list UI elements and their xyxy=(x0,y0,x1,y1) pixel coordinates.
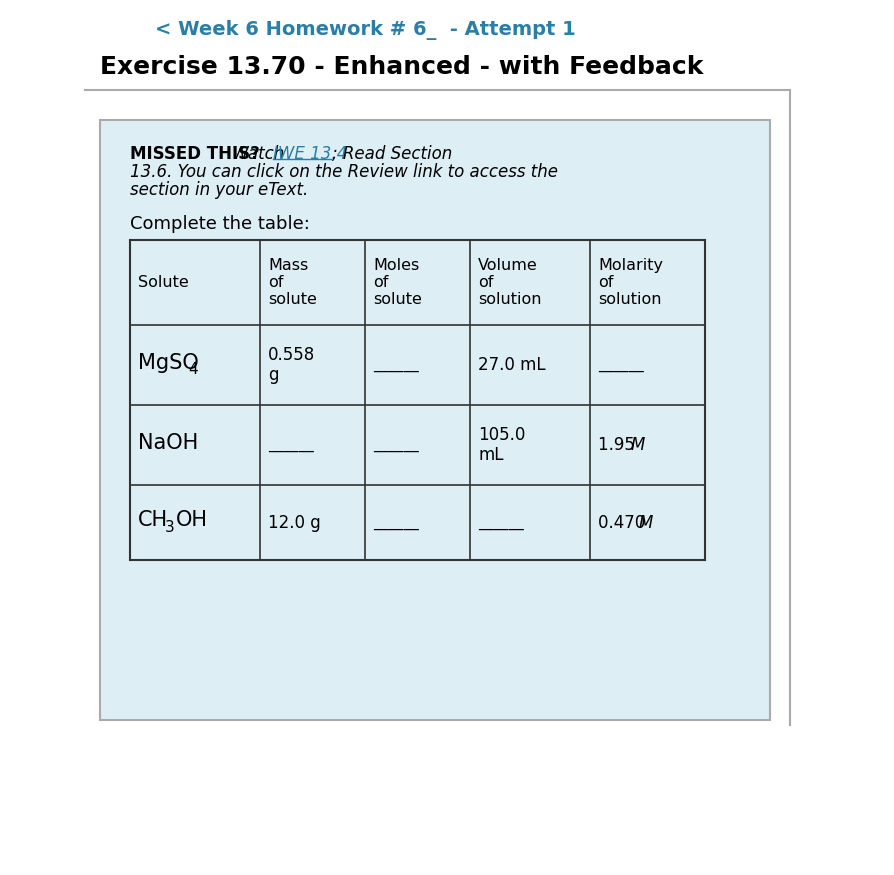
Text: CH: CH xyxy=(138,510,168,530)
Text: NaOH: NaOH xyxy=(138,433,198,453)
Text: ______: ______ xyxy=(268,438,314,452)
Text: MgSO: MgSO xyxy=(138,353,198,373)
Text: Molarity
of
solution: Molarity of solution xyxy=(598,257,663,307)
Text: ______: ______ xyxy=(373,358,418,373)
Text: ______: ______ xyxy=(373,438,418,452)
Text: < Week 6 Homework # 6_  - Attempt 1: < Week 6 Homework # 6_ - Attempt 1 xyxy=(155,20,576,40)
Text: Solute: Solute xyxy=(138,275,189,290)
Text: 13.6. You can click on the Review link to access the: 13.6. You can click on the Review link t… xyxy=(130,163,558,181)
Text: 1.95: 1.95 xyxy=(598,436,640,454)
Text: 4: 4 xyxy=(188,362,198,377)
Text: ______: ______ xyxy=(598,358,644,373)
Text: ; Read Section: ; Read Section xyxy=(332,145,452,163)
Text: ______: ______ xyxy=(478,515,524,530)
Text: ______: ______ xyxy=(373,515,418,530)
Text: Volume
of
solution: Volume of solution xyxy=(478,257,542,307)
Text: 0.558
g: 0.558 g xyxy=(268,346,316,384)
Text: Exercise 13.70 - Enhanced - with Feedback: Exercise 13.70 - Enhanced - with Feedbac… xyxy=(100,55,704,79)
Text: MISSED THIS?: MISSED THIS? xyxy=(130,145,260,163)
Text: 12.0 g: 12.0 g xyxy=(268,514,321,531)
Text: 0.470: 0.470 xyxy=(598,514,651,531)
Text: Moles
of
solute: Moles of solute xyxy=(373,257,422,307)
Text: 3: 3 xyxy=(165,520,174,535)
Text: Watch: Watch xyxy=(227,145,290,163)
Text: M: M xyxy=(631,436,645,454)
Text: IWE 13.4: IWE 13.4 xyxy=(273,145,347,163)
Text: section in your eText.: section in your eText. xyxy=(130,181,308,199)
FancyBboxPatch shape xyxy=(100,120,770,720)
Text: M: M xyxy=(638,514,653,531)
Text: 105.0
mL: 105.0 mL xyxy=(478,425,526,465)
Text: 27.0 mL: 27.0 mL xyxy=(478,356,545,374)
Text: Mass
of
solute: Mass of solute xyxy=(268,257,316,307)
Text: OH: OH xyxy=(176,510,208,530)
Text: Complete the table:: Complete the table: xyxy=(130,215,310,233)
